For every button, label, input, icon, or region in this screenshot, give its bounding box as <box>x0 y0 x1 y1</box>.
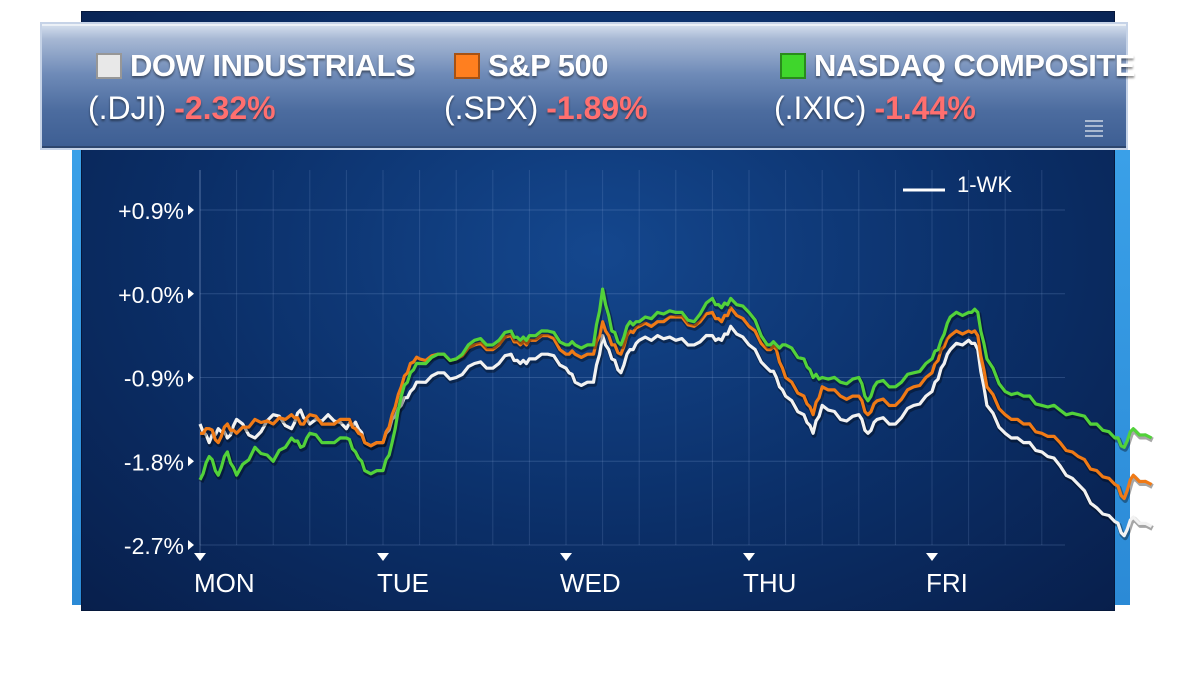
ixic-change: -1.44% <box>874 90 976 126</box>
y-axis-ticks: +0.9% +0.0% -0.9% -1.8% -2.7% <box>118 198 194 559</box>
series-shadow <box>198 325 1154 541</box>
x-tick-marker <box>743 553 755 561</box>
spx-name: S&P 500 <box>488 48 609 83</box>
y-tick-marker <box>188 288 194 299</box>
x-tick-label: WED <box>560 568 621 598</box>
series-shadow <box>200 307 1154 503</box>
spx-change: -1.89% <box>546 90 648 126</box>
series-line-s-p-500 <box>199 306 1153 501</box>
ixic-name: NASDAQ COMPOSITE <box>814 48 1135 83</box>
spx-change-row: (.SPX) -1.89% <box>444 90 648 127</box>
ixic-change-row: (.IXIC) -1.44% <box>774 90 976 127</box>
period-label: 1-WK <box>957 172 1012 197</box>
x-tick-marker <box>377 553 389 561</box>
dji-change: -2.32% <box>174 90 276 126</box>
y-tick-label: -0.9% <box>124 366 184 392</box>
series-lines <box>198 287 1154 541</box>
y-tick-marker <box>188 540 194 550</box>
x-tick-marker <box>926 553 938 561</box>
ixic-ticker: (.IXIC) <box>774 90 867 126</box>
grip-icon <box>1085 120 1103 142</box>
x-tick-label: MON <box>194 568 255 598</box>
y-tick-label: -1.8% <box>124 449 184 475</box>
spx-ticker: (.SPX) <box>444 90 539 126</box>
ixic-swatch <box>780 53 806 79</box>
spx-legend: S&P 500 <box>454 48 609 84</box>
x-tick-marker <box>194 553 206 561</box>
dji-ticker: (.DJI) <box>88 90 167 126</box>
ixic-legend: NASDAQ COMPOSITE <box>780 48 1135 84</box>
dji-change-row: (.DJI) -2.32% <box>88 90 276 127</box>
dji-legend: DOW INDUSTRIALS <box>96 48 416 84</box>
x-axis-ticks: MON TUE WED THU FRI <box>194 553 968 598</box>
y-tick-marker <box>188 456 194 467</box>
x-tick-label: FRI <box>926 568 968 598</box>
x-tick-label: TUE <box>377 568 429 598</box>
y-tick-label: +0.9% <box>118 198 184 224</box>
y-tick-marker <box>188 372 194 383</box>
dji-swatch <box>96 53 122 79</box>
y-tick-marker <box>188 205 194 215</box>
index-header: DOW INDUSTRIALS (.DJI) -2.32% S&P 500 (.S… <box>40 22 1135 150</box>
x-tick-marker <box>560 553 572 561</box>
y-tick-label: -2.7% <box>124 533 184 559</box>
series-line-nasdaq-composite <box>198 287 1153 481</box>
x-tick-label: THU <box>743 568 796 598</box>
period-legend: 1-WK <box>903 172 1012 197</box>
spx-swatch <box>454 53 480 79</box>
y-tick-label: +0.0% <box>118 282 184 308</box>
dji-name: DOW INDUSTRIALS <box>130 48 416 83</box>
